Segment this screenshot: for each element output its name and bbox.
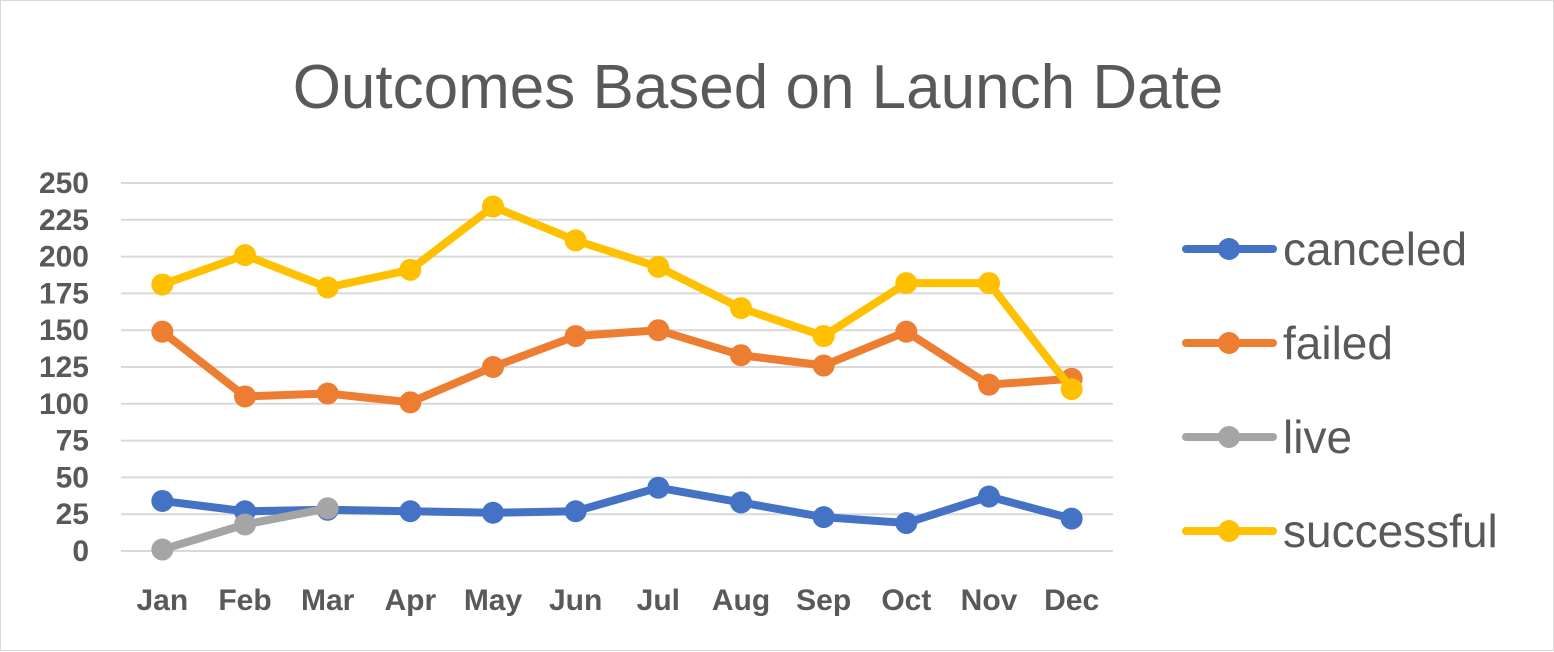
series-live	[151, 497, 339, 561]
data-point	[647, 476, 670, 499]
data-point	[151, 538, 174, 561]
legend-item-live: live	[1182, 411, 1352, 463]
data-point	[978, 373, 1000, 396]
y-tick-label: 100	[39, 388, 89, 421]
x-tick-label: Jul	[637, 584, 680, 617]
y-tick-label: 0	[72, 535, 89, 568]
data-point	[1060, 507, 1083, 530]
series-successful	[151, 195, 1083, 401]
data-point	[564, 325, 587, 348]
data-point	[812, 325, 835, 348]
legend-label: live	[1283, 411, 1352, 463]
x-tick-label: Apr	[384, 584, 436, 617]
data-point	[1060, 378, 1083, 401]
data-point	[978, 485, 1000, 508]
series-line	[158, 202, 1076, 394]
series-failed	[151, 319, 1083, 414]
legend-item-successful: successful	[1182, 505, 1498, 557]
data-point	[151, 273, 174, 296]
data-point	[151, 489, 174, 512]
y-tick-label: 125	[39, 351, 89, 384]
data-point	[234, 513, 256, 536]
data-point	[399, 500, 422, 523]
data-point	[564, 500, 587, 523]
data-point	[730, 491, 752, 514]
legend-label: successful	[1283, 505, 1498, 557]
data-point	[647, 319, 670, 342]
legend-item-canceled: canceled	[1182, 223, 1467, 275]
data-point	[895, 272, 918, 295]
x-tick-label: Jan	[136, 584, 188, 617]
legend-label: failed	[1283, 317, 1393, 369]
x-tick-label: Aug	[712, 584, 770, 617]
legend-marker	[1218, 426, 1240, 448]
data-point	[482, 356, 504, 378]
y-tick-label: 175	[39, 277, 89, 310]
x-tick-label: May	[464, 584, 523, 617]
data-point	[482, 195, 504, 218]
data-point	[978, 272, 1000, 295]
data-point	[895, 512, 918, 535]
x-tick-label: Sep	[796, 584, 851, 617]
y-tick-label: 150	[39, 314, 89, 347]
x-tick-label: Feb	[218, 584, 271, 617]
legend-marker	[1218, 238, 1240, 260]
y-tick-label: 250	[39, 167, 89, 200]
legend-marker	[1218, 520, 1240, 542]
x-tick-label: Oct	[881, 584, 931, 617]
data-point	[316, 382, 339, 405]
series-canceled	[151, 476, 1083, 535]
series-group	[151, 195, 1083, 561]
data-point	[812, 354, 835, 377]
series-line	[158, 326, 1076, 407]
x-tick-label: Jun	[549, 584, 602, 617]
data-point	[399, 258, 422, 281]
data-point	[234, 385, 256, 408]
legend-marker	[1218, 332, 1240, 354]
x-tick-label: Dec	[1044, 584, 1099, 617]
data-point	[234, 244, 256, 267]
legend: canceled failed live successful	[1182, 223, 1498, 557]
data-point	[564, 229, 587, 252]
legend-label: canceled	[1283, 223, 1467, 275]
y-tick-label: 25	[56, 498, 89, 531]
data-point	[730, 297, 752, 320]
data-point	[482, 501, 504, 524]
y-tick-label: 75	[56, 425, 89, 458]
data-point	[399, 391, 422, 414]
y-tick-label: 50	[56, 461, 89, 494]
data-point	[895, 320, 918, 343]
y-tick-label: 225	[39, 204, 89, 237]
data-point	[151, 320, 174, 343]
data-point	[812, 506, 835, 529]
data-point	[316, 276, 339, 299]
data-point	[730, 344, 752, 367]
chart-title: Outcomes Based on Launch Date	[293, 53, 1224, 122]
x-tick-label: Nov	[961, 584, 1018, 617]
data-point	[647, 255, 670, 278]
x-tick-label: Mar	[301, 584, 355, 617]
x-axis: Jan Feb Mar Apr May Jun Jul Aug Sep Oct Nov Dec	[136, 584, 1099, 617]
data-point	[316, 497, 339, 520]
y-tick-label: 200	[39, 241, 89, 274]
legend-item-failed: failed	[1182, 317, 1393, 369]
